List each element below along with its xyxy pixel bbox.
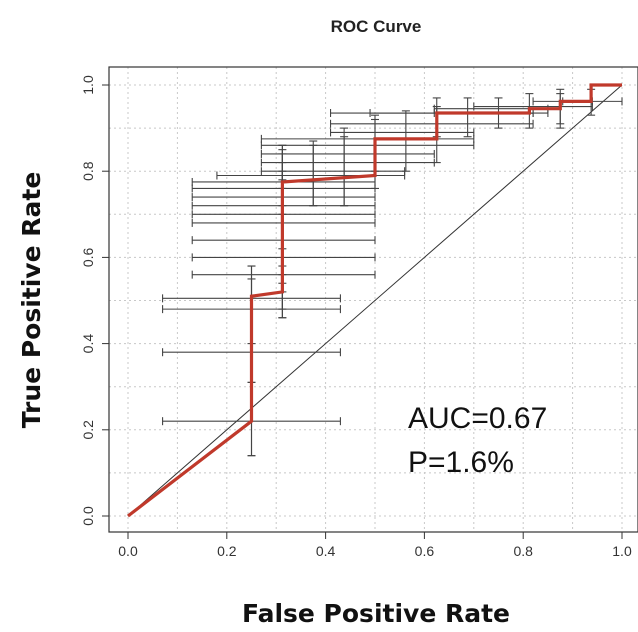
error-bar [329,97,534,138]
y-tick-label: 0.6 [80,247,96,267]
x-axis-label: False Positive Rate [242,599,510,628]
diagonal-reference-line [127,84,623,517]
error-bar [369,97,534,138]
plot-frame [108,66,638,533]
x-tick-label: 0.8 [513,543,533,559]
error-bar [329,110,475,172]
grid-lines [109,67,638,532]
y-axis-ticks: 0.0 0.2 0.4 0.6 0.8 1.0 [80,75,109,526]
auc-annotation: AUC=0.67 [408,402,547,435]
x-tick-label: 0.6 [415,543,435,559]
x-axis-ticks: 0.0 0.2 0.4 0.6 0.8 1.0 [118,532,632,559]
p-value-annotation: P=1.6% [408,446,514,479]
error-bars [162,88,623,457]
chart-title: ROC Curve [331,17,422,36]
roc-curve-line [127,83,622,518]
y-axis-label: True Positive Rate [17,172,46,429]
y-tick-label: 0.4 [80,334,96,354]
x-tick-label: 0.4 [316,543,336,559]
x-tick-label: 1.0 [612,543,632,559]
y-tick-label: 0.8 [80,161,96,181]
y-tick-label: 0.2 [80,420,96,440]
x-tick-label: 0.0 [118,543,138,559]
y-tick-label: 1.0 [80,75,96,95]
y-tick-label: 0.0 [80,506,96,526]
x-tick-label: 0.2 [217,543,237,559]
